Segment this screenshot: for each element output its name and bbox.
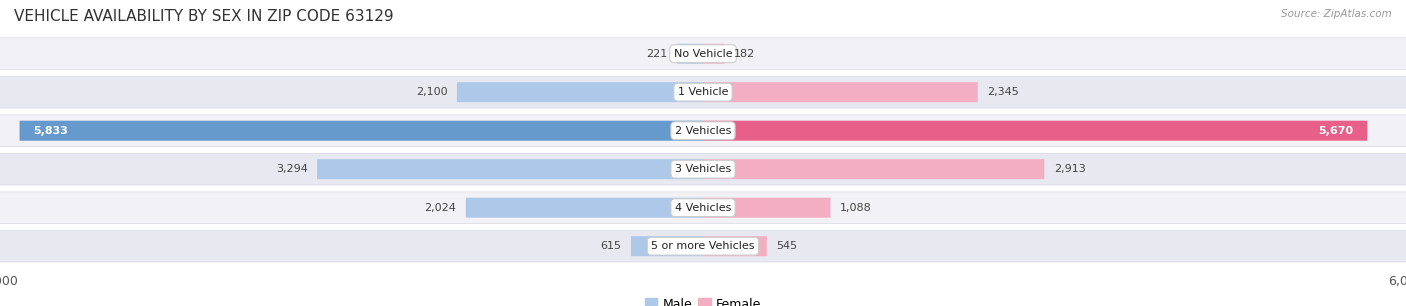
Text: 3,294: 3,294	[276, 164, 308, 174]
FancyBboxPatch shape	[318, 159, 703, 179]
Text: Source: ZipAtlas.com: Source: ZipAtlas.com	[1281, 9, 1392, 19]
Text: 2 Vehicles: 2 Vehicles	[675, 126, 731, 136]
Text: 1 Vehicle: 1 Vehicle	[678, 87, 728, 97]
Text: 5 or more Vehicles: 5 or more Vehicles	[651, 241, 755, 251]
FancyBboxPatch shape	[0, 115, 1406, 147]
Text: 3 Vehicles: 3 Vehicles	[675, 164, 731, 174]
Text: No Vehicle: No Vehicle	[673, 49, 733, 59]
Text: 545: 545	[776, 241, 797, 251]
FancyBboxPatch shape	[703, 198, 831, 218]
FancyBboxPatch shape	[703, 44, 724, 64]
Text: 615: 615	[600, 241, 621, 251]
Text: 5,670: 5,670	[1319, 126, 1354, 136]
Legend: Male, Female: Male, Female	[640, 293, 766, 306]
FancyBboxPatch shape	[703, 159, 1045, 179]
FancyBboxPatch shape	[0, 230, 1406, 262]
FancyBboxPatch shape	[0, 192, 1406, 223]
FancyBboxPatch shape	[457, 82, 703, 102]
Text: 182: 182	[734, 49, 755, 59]
FancyBboxPatch shape	[678, 44, 703, 64]
Text: 4 Vehicles: 4 Vehicles	[675, 203, 731, 213]
FancyBboxPatch shape	[703, 82, 977, 102]
Text: 2,100: 2,100	[416, 87, 447, 97]
FancyBboxPatch shape	[0, 153, 1406, 185]
Text: 2,913: 2,913	[1053, 164, 1085, 174]
FancyBboxPatch shape	[20, 121, 703, 141]
Text: 2,345: 2,345	[987, 87, 1019, 97]
Text: VEHICLE AVAILABILITY BY SEX IN ZIP CODE 63129: VEHICLE AVAILABILITY BY SEX IN ZIP CODE …	[14, 9, 394, 24]
FancyBboxPatch shape	[0, 38, 1406, 69]
FancyBboxPatch shape	[703, 121, 1367, 141]
Text: 1,088: 1,088	[839, 203, 872, 213]
Text: 2,024: 2,024	[425, 203, 457, 213]
FancyBboxPatch shape	[703, 236, 766, 256]
Text: 221: 221	[647, 49, 668, 59]
FancyBboxPatch shape	[0, 76, 1406, 108]
FancyBboxPatch shape	[631, 236, 703, 256]
Text: 5,833: 5,833	[34, 126, 69, 136]
FancyBboxPatch shape	[465, 198, 703, 218]
